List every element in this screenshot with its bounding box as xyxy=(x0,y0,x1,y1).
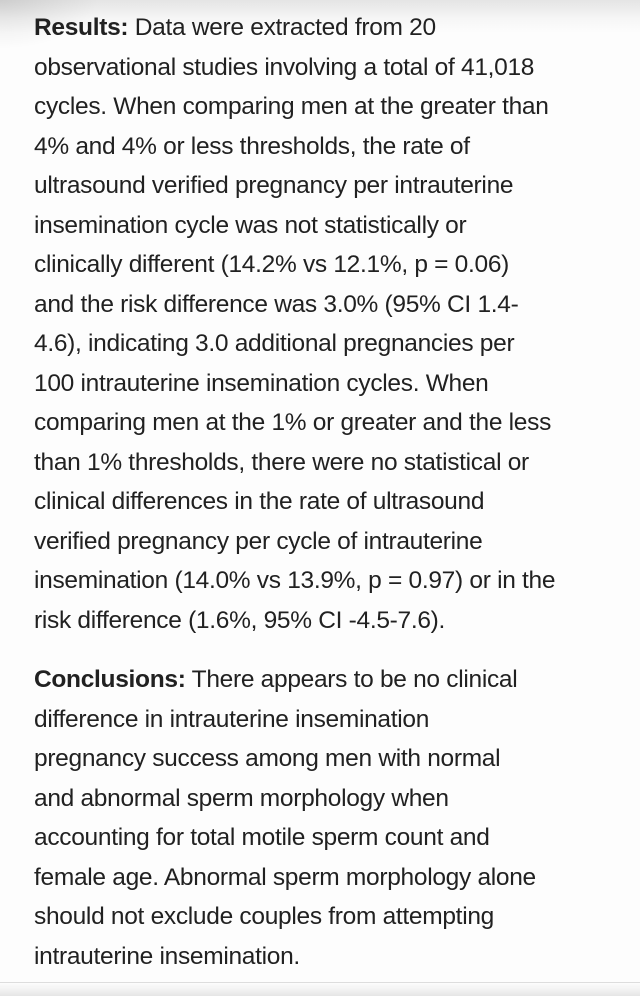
text-line: verified pregnancy per cycle of intraute… xyxy=(34,527,483,555)
text-line: 4% and 4% or less thresholds, the rate o… xyxy=(34,132,470,160)
text-line: intrauterine insemination. xyxy=(34,942,300,970)
text-line: female age. Abnormal sperm morphology al… xyxy=(34,863,536,891)
text-line: observational studies involving a total … xyxy=(34,53,535,81)
results-label: Results: xyxy=(34,14,129,41)
text-line: insemination cycle was not statistically… xyxy=(34,211,467,239)
text-line: comparing men at the 1% or greater and t… xyxy=(34,409,552,436)
bottom-edge-shadow xyxy=(0,982,640,996)
abstract-text-body: Results: Data were extracted from 20 obs… xyxy=(34,8,620,976)
text-line: 4.6), indicating 3.0 additional pregnanc… xyxy=(34,330,515,357)
text-line: should not exclude couples from attempti… xyxy=(34,903,494,930)
text-line: Conclusions: There appears to be no clin… xyxy=(34,660,620,700)
text-line: insemination (14.0% vs 13.9%, p = 0.97) … xyxy=(34,567,556,594)
conclusions-label: Conclusions: xyxy=(34,666,186,693)
text-line: clinically different (14.2% vs 12.1%, p … xyxy=(34,251,510,278)
text-line: Results: Data were extracted from 20 xyxy=(34,8,620,48)
text-line: accounting for total motile sperm count … xyxy=(34,824,490,851)
text-line: and the risk difference was 3.0% (95% CI… xyxy=(34,290,519,318)
text-line-fragment: Data were extracted from 20 xyxy=(134,14,436,41)
abstract-section-conclusions: Conclusions: There appears to be no clin… xyxy=(34,660,620,976)
text-line: ultrasound verified pregnancy per intrau… xyxy=(34,172,514,199)
abstract-section-results: Results: Data were extracted from 20 obs… xyxy=(34,8,620,640)
text-line: 100 intrauterine insemination cycles. Wh… xyxy=(34,369,489,397)
text-line: and abnormal sperm morphology when xyxy=(34,784,449,812)
text-line-fragment: There appears to be no clinical xyxy=(191,666,518,693)
text-line: clinical differences in the rate of ultr… xyxy=(34,488,485,515)
text-line: difference in intrauterine insemination xyxy=(34,705,430,733)
text-line: than 1% thresholds, there were no statis… xyxy=(34,448,529,476)
text-line: cycles. When comparing men at the greate… xyxy=(34,93,549,120)
text-line: risk difference (1.6%, 95% CI -4.5-7.6). xyxy=(34,606,446,634)
text-line: pregnancy success among men with normal xyxy=(34,745,501,772)
